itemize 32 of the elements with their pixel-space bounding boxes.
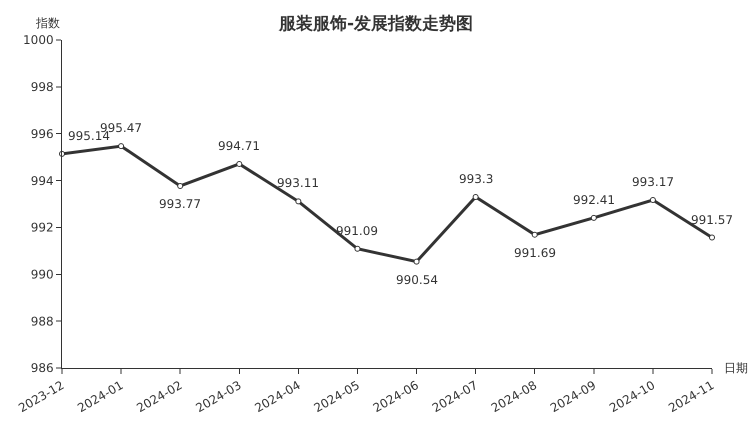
point: [295, 198, 302, 204]
point: [472, 194, 479, 200]
y-tick-label: 990: [30, 267, 54, 282]
y-tick-label: 998: [30, 80, 54, 94]
y-tick-label: 988: [30, 314, 54, 328]
data-label: 990.54: [396, 273, 438, 287]
point: [354, 246, 360, 252]
data-label: 993.3: [459, 172, 494, 186]
y-axis-title: 指数: [35, 16, 60, 30]
point: [590, 214, 597, 221]
point: [709, 234, 715, 240]
data-label: 994.71: [218, 139, 260, 153]
y-tick-label: 996: [30, 126, 54, 141]
x-axis-title: 日期: [724, 361, 748, 375]
data-label: 993.17: [632, 175, 674, 189]
point: [414, 258, 420, 265]
data-label: 991.09: [336, 224, 378, 238]
point: [236, 160, 242, 167]
point: [650, 197, 656, 204]
point: [532, 232, 538, 238]
point: [177, 182, 184, 189]
y-tick-label: 994: [30, 174, 54, 188]
y-tick-label: 992: [30, 220, 54, 235]
y-tick-label: 986: [30, 361, 54, 376]
chart-title: 服装服饰-发展指数走势图: [278, 14, 474, 34]
data-label: 993.11: [277, 176, 319, 190]
data-label: 991.69: [514, 246, 556, 260]
point: [118, 143, 124, 150]
y-tick-label: 1000: [23, 33, 54, 48]
data-label: 991.57: [691, 213, 733, 227]
data-label: 992.41: [573, 193, 615, 207]
data-label: 993.77: [159, 197, 201, 211]
